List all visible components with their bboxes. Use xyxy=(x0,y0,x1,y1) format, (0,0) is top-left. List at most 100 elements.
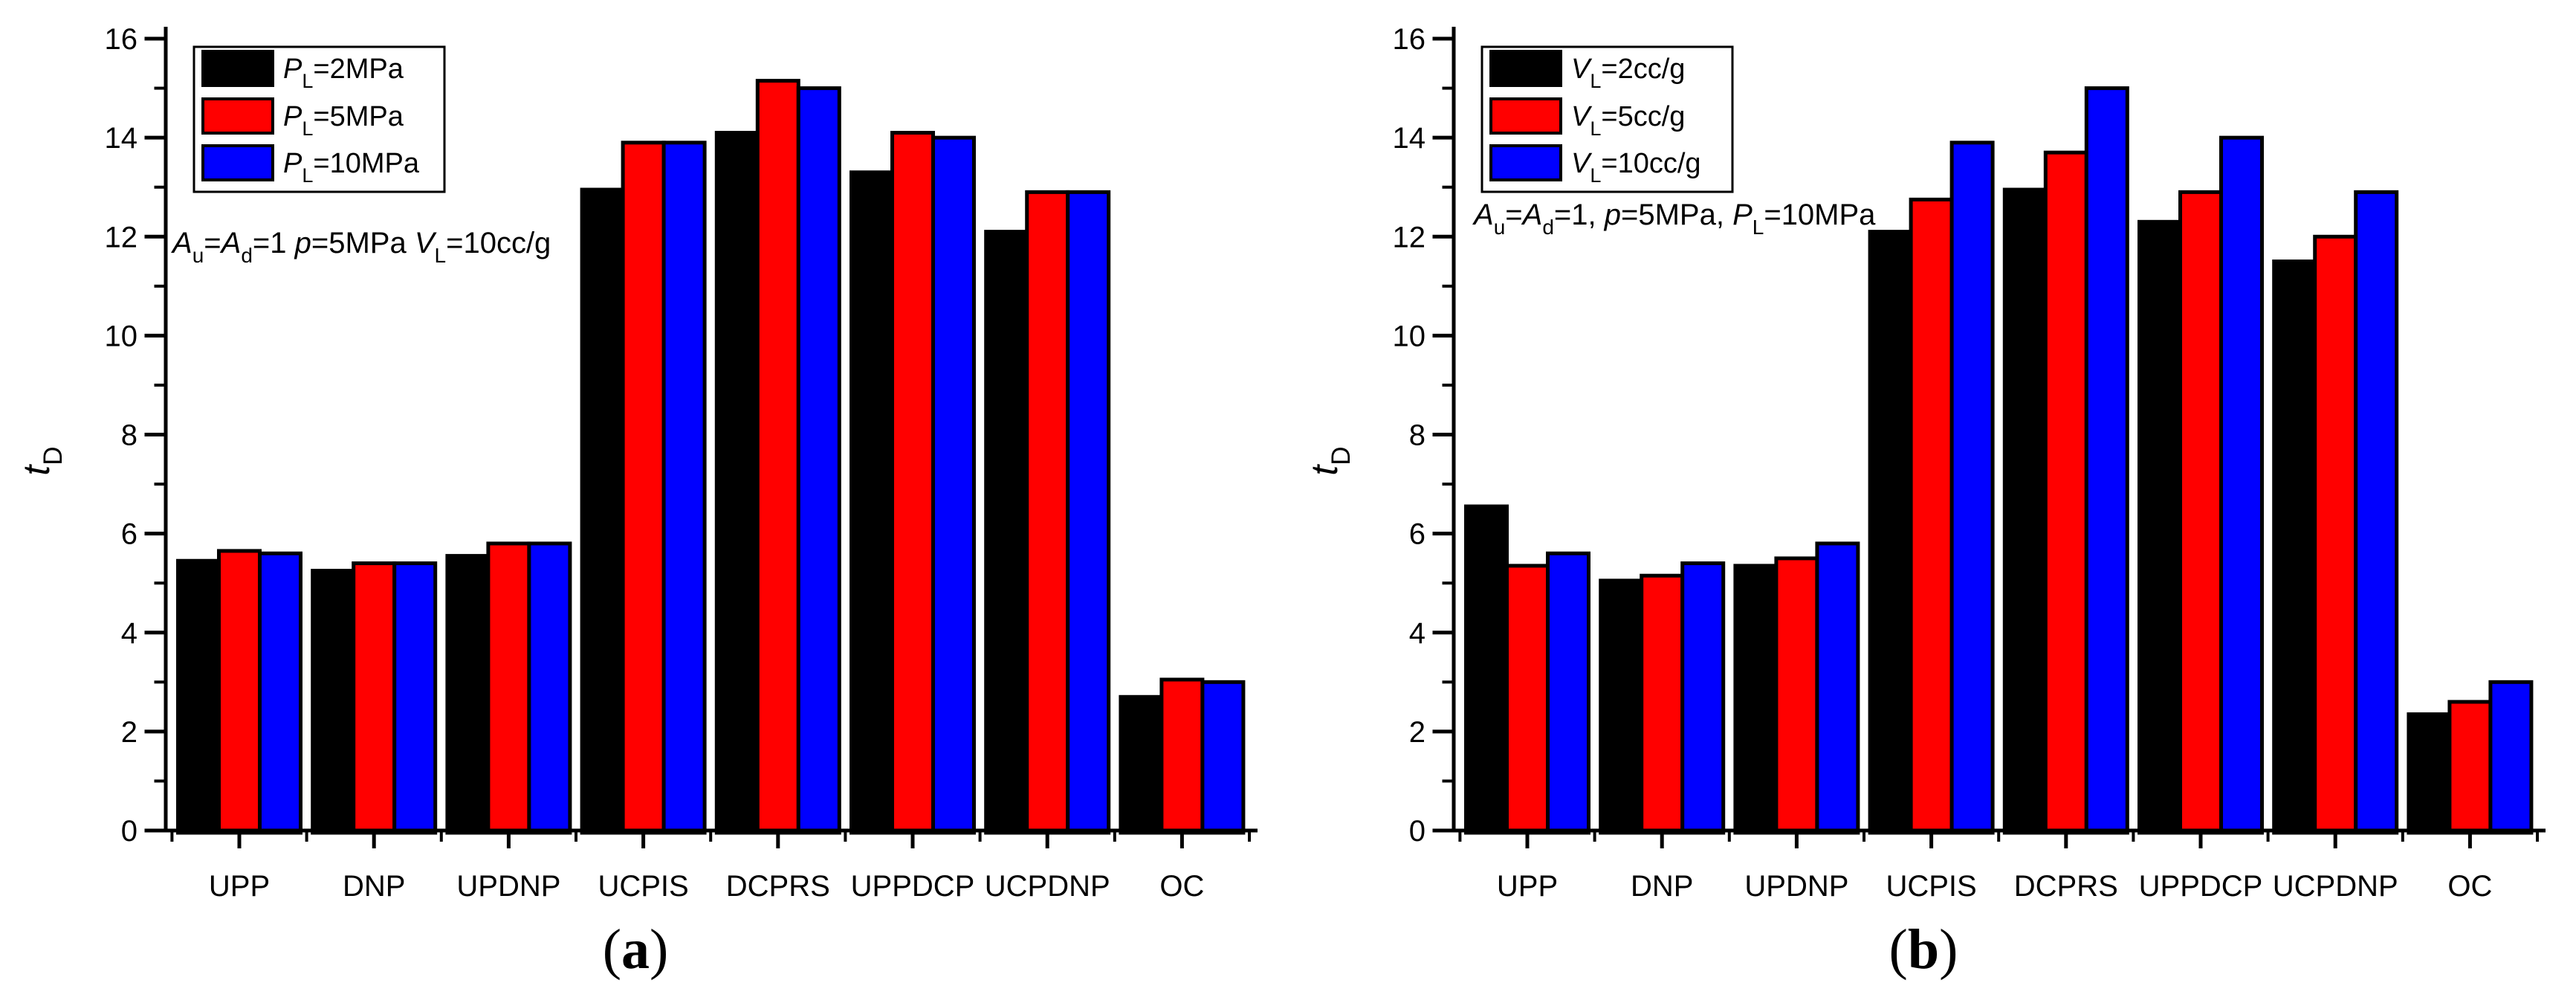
legend-swatch-VL=5cc/g xyxy=(1489,97,1562,135)
axes-group-a xyxy=(144,27,1258,848)
y-axis-title: tD xyxy=(1304,446,1356,475)
bar-DCPRS-VL=2cc/g xyxy=(2002,187,2048,835)
y-tick-label-12: 12 xyxy=(1393,221,1426,254)
bar-UPPDCP-PL=5MPa xyxy=(890,131,935,835)
legend-swatch-VL=10cc/g xyxy=(1489,144,1562,181)
x-category-label-DNP: DNP xyxy=(343,870,405,903)
y-tick-label-16: 16 xyxy=(1393,23,1426,56)
bar-DNP-PL=2MPa xyxy=(311,569,356,835)
panel-b: 0 2 4 6 8 10 12 14 16 UPP DNP UPDNP UCPIS DCPRS UPPDCP… xyxy=(1304,23,2546,981)
legend-swatch-PL=2MPa xyxy=(201,50,274,87)
y-tick-label-6: 6 xyxy=(121,518,137,551)
x-category-label-UPPDCP: UPPDCP xyxy=(2139,870,2263,903)
y-tick-label-8: 8 xyxy=(1409,419,1425,452)
legend-swatch-PL=5MPa xyxy=(201,97,274,135)
bar-DCPRS-PL=2MPa xyxy=(714,131,760,835)
bar-DNP-VL=5cc/g xyxy=(1640,573,1685,835)
y-tick-label-14: 14 xyxy=(105,122,138,155)
bar-UPP-VL=5cc/g xyxy=(1505,564,1550,835)
x-category-label-DCPRS: DCPRS xyxy=(726,870,830,903)
x-category-label-OC: OC xyxy=(1159,870,1204,903)
y-tick-label-10: 10 xyxy=(1393,320,1426,352)
x-category-label-UPDNP: UPDNP xyxy=(456,870,560,903)
legend-swatch-PL=10MPa xyxy=(201,144,274,181)
bar-UCPIS-VL=10cc/g xyxy=(1949,141,1995,835)
bar-UCPDNP-VL=10cc/g xyxy=(2354,190,2399,835)
bar-OC-VL=10cc/g xyxy=(2488,680,2534,835)
y-tick-label-14: 14 xyxy=(1393,122,1426,155)
y-tick-label-2: 2 xyxy=(1409,716,1425,749)
bar-DCPRS-VL=10cc/g xyxy=(2084,86,2129,835)
bar-UCPDNP-VL=5cc/g xyxy=(2313,234,2358,835)
legend-label-PL=2MPa: PL=2MPa xyxy=(283,54,404,92)
bar-OC-VL=5cc/g xyxy=(2447,700,2493,835)
bar-UPPDCP-PL=10MPa xyxy=(931,135,976,835)
legend-label-PL=5MPa: PL=5MPa xyxy=(283,101,404,140)
caption-a: (a) xyxy=(603,918,669,981)
bar-UCPIS-VL=5cc/g xyxy=(1909,197,1954,835)
y-tick-label-4: 4 xyxy=(1409,617,1425,650)
bar-UCPIS-PL=5MPa xyxy=(621,141,666,835)
bar-DNP-PL=5MPa xyxy=(352,561,397,835)
x-category-label-DNP: DNP xyxy=(1631,870,1693,903)
bar-UPDNP-VL=2cc/g xyxy=(1733,564,1779,835)
bar-UPDNP-PL=10MPa xyxy=(527,541,572,835)
bar-UPDNP-PL=2MPa xyxy=(445,554,491,835)
y-tick-label-16: 16 xyxy=(105,23,138,56)
bar-UPP-PL=10MPa xyxy=(258,551,302,835)
legend-label-PL=10MPa: PL=10MPa xyxy=(283,148,420,187)
bar-DCPRS-VL=5cc/g xyxy=(2043,150,2088,835)
legend-swatch-VL=2cc/g xyxy=(1489,50,1562,87)
x-category-label-UCPIS: UCPIS xyxy=(1886,870,1976,903)
x-category-label-UCPDNP: UCPDNP xyxy=(985,870,1110,903)
x-category-label-UPP: UPP xyxy=(209,870,270,903)
y-tick-label-0: 0 xyxy=(121,815,137,848)
bar-UPP-PL=5MPa xyxy=(217,549,262,835)
x-category-label-UPDNP: UPDNP xyxy=(1744,870,1848,903)
x-category-label-DCPRS: DCPRS xyxy=(2014,870,2118,903)
bar-UCPDNP-PL=5MPa xyxy=(1025,190,1070,835)
bar-OC-PL=2MPa xyxy=(1119,694,1164,835)
x-category-label-OC: OC xyxy=(2447,870,2492,903)
bar-DCPRS-PL=5MPa xyxy=(755,79,800,835)
bar-UPPDCP-PL=2MPa xyxy=(850,170,894,835)
legend-label-VL=10cc/g: VL=10cc/g xyxy=(1571,148,1701,187)
bar-DCPRS-PL=10MPa xyxy=(796,86,841,835)
y-tick-label-0: 0 xyxy=(1409,815,1425,848)
bars-group-a xyxy=(176,79,1246,835)
axes-group-b xyxy=(1432,27,2546,848)
panel-a: 0 2 4 6 8 10 12 14 16 UPP DNP UPDNP UCPIS DCPRS UPPDCP… xyxy=(16,23,1258,981)
annotation-b: Au=Ad=1, p=5MPa, PL=10MPa xyxy=(1472,199,1876,239)
bar-UPP-VL=10cc/g xyxy=(1546,551,1590,835)
bar-OC-PL=5MPa xyxy=(1159,677,1205,835)
bar-UPDNP-VL=10cc/g xyxy=(1815,541,1860,835)
bar-UCPDNP-PL=10MPa xyxy=(1066,190,1111,835)
bar-UPDNP-VL=5cc/g xyxy=(1774,556,1819,835)
y-tick-label-8: 8 xyxy=(121,419,137,452)
bar-OC-VL=2cc/g xyxy=(2407,712,2452,835)
x-category-label-UCPDNP: UCPDNP xyxy=(2273,870,2398,903)
y-tick-label-2: 2 xyxy=(121,716,137,749)
bar-UCPIS-PL=10MPa xyxy=(661,141,707,835)
bar-UPP-VL=2cc/g xyxy=(1464,504,1509,835)
legend-label-VL=5cc/g: VL=5cc/g xyxy=(1571,101,1685,140)
legend-a: PL=2MPa PL=5MPa PL=10MPa xyxy=(192,45,446,193)
x-category-label-UPP: UPP xyxy=(1497,870,1558,903)
x-category-label-UPPDCP: UPPDCP xyxy=(851,870,975,903)
bar-UPP-PL=2MPa xyxy=(176,558,221,835)
y-axis-title: tD xyxy=(16,446,68,475)
bar-OC-PL=10MPa xyxy=(1200,680,1246,835)
bar-UCPIS-PL=2MPa xyxy=(580,187,625,835)
y-tick-label-4: 4 xyxy=(121,617,137,650)
legend-b: VL=2cc/g VL=5cc/g VL=10cc/g xyxy=(1480,45,1734,193)
bar-UPDNP-PL=5MPa xyxy=(486,541,531,835)
bar-UCPDNP-PL=2MPa xyxy=(984,230,1029,835)
bar-DNP-VL=10cc/g xyxy=(1680,561,1726,835)
caption-b: (b) xyxy=(1889,918,1958,981)
legend-label-VL=2cc/g: VL=2cc/g xyxy=(1571,54,1685,92)
bar-UCPIS-VL=2cc/g xyxy=(1868,230,1913,835)
bar-DNP-PL=10MPa xyxy=(392,561,438,835)
y-tick-label-12: 12 xyxy=(105,221,138,254)
bars-group-b xyxy=(1464,86,2534,835)
